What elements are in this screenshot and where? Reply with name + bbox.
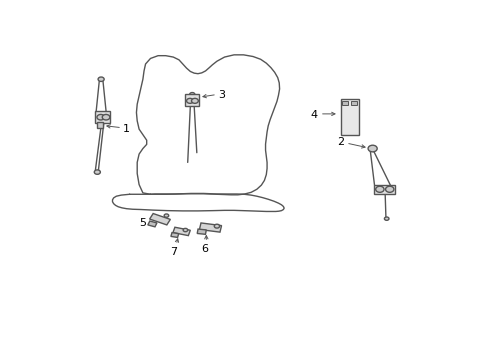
Circle shape bbox=[187, 98, 194, 103]
Circle shape bbox=[164, 214, 169, 217]
Circle shape bbox=[192, 98, 198, 103]
Text: 3: 3 bbox=[218, 90, 225, 100]
Polygon shape bbox=[197, 229, 206, 234]
Circle shape bbox=[386, 186, 394, 192]
Circle shape bbox=[97, 114, 104, 120]
Circle shape bbox=[385, 217, 389, 220]
Bar bbox=[374, 185, 394, 194]
Bar bbox=[98, 122, 102, 128]
Circle shape bbox=[183, 228, 188, 232]
Polygon shape bbox=[148, 221, 157, 227]
Text: 4: 4 bbox=[311, 110, 318, 120]
Text: 1: 1 bbox=[123, 123, 130, 134]
Bar bbox=[342, 101, 348, 105]
Circle shape bbox=[376, 186, 384, 192]
Text: 2: 2 bbox=[337, 138, 344, 148]
Circle shape bbox=[368, 145, 377, 152]
Circle shape bbox=[98, 77, 104, 81]
Text: 7: 7 bbox=[171, 247, 177, 257]
Text: 5: 5 bbox=[139, 218, 146, 228]
Polygon shape bbox=[171, 233, 179, 238]
Text: 6: 6 bbox=[201, 244, 208, 254]
Bar bbox=[351, 101, 357, 105]
Circle shape bbox=[102, 114, 110, 120]
Circle shape bbox=[190, 93, 195, 96]
Circle shape bbox=[94, 170, 100, 174]
Circle shape bbox=[214, 224, 220, 228]
Polygon shape bbox=[199, 223, 221, 232]
Bar bbox=[96, 111, 110, 123]
Bar bbox=[341, 99, 359, 135]
Bar bbox=[185, 94, 199, 105]
Polygon shape bbox=[149, 213, 171, 225]
Polygon shape bbox=[173, 227, 190, 235]
